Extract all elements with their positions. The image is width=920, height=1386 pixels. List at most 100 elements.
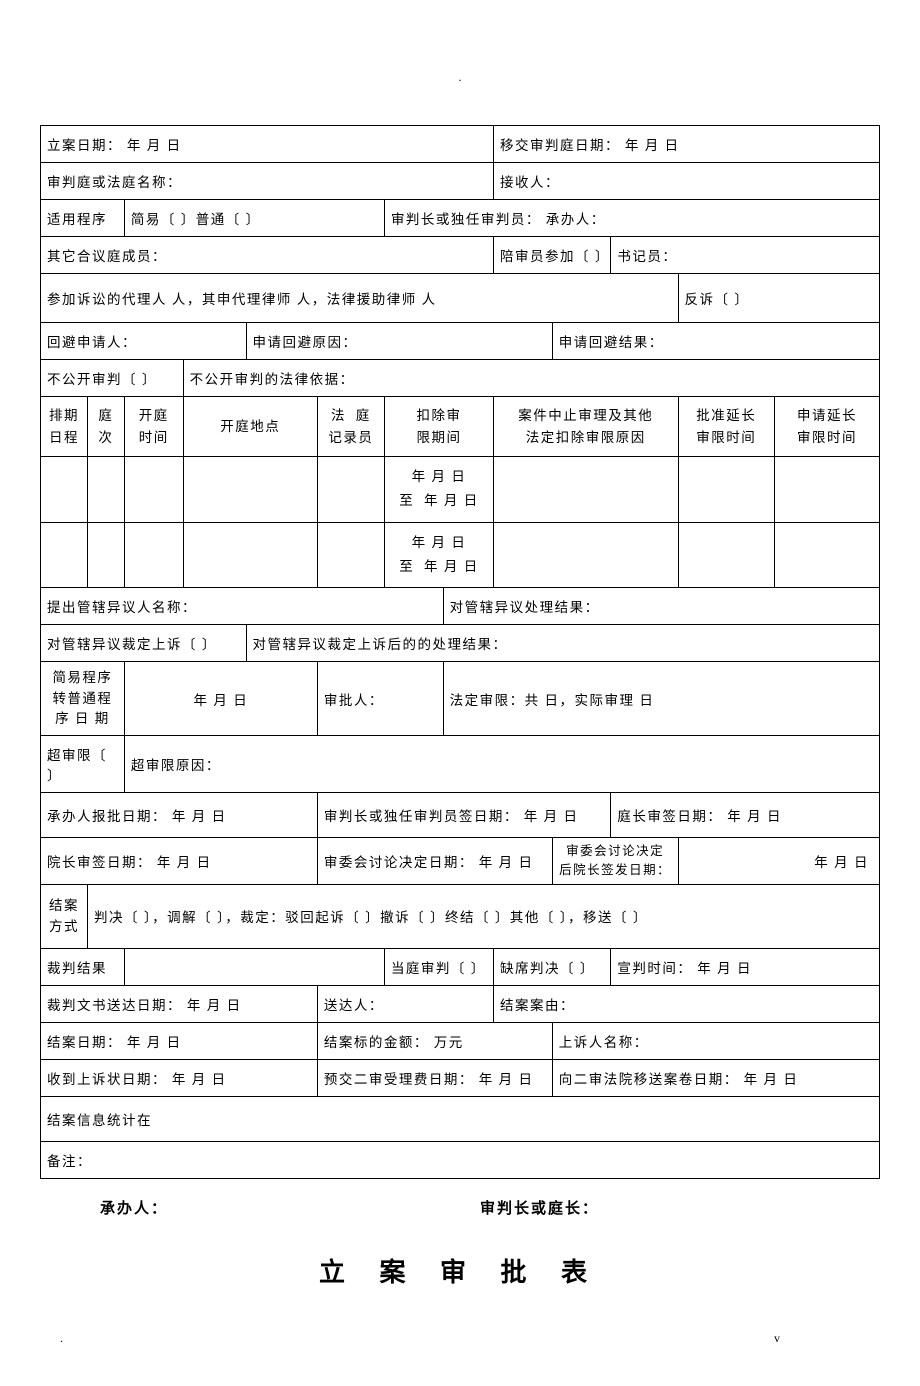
- over-limit: 超审限〔 〕: [41, 736, 125, 793]
- row-jurisdiction-appeal: 对管辖异议裁定上诉〔 〕 对管辖异议裁定上诉后的的处理结果：: [41, 625, 880, 662]
- sched-h7: 案件中止审理及其他 法定扣除审限原因: [493, 397, 678, 457]
- closure-mode-label: 结案 方式: [41, 884, 88, 948]
- sr2-c5: [317, 522, 384, 588]
- recusal-applicant: 回避申请人：: [41, 323, 247, 360]
- recusal-reason: 申请回避原因：: [246, 323, 552, 360]
- row-jurisdiction-objector: 提出管辖异议人名称： 对管辖异议处理结果：: [41, 588, 880, 625]
- row-report-dates: 承办人报批日期： 年 月 日 审判长或独任审判员签日期： 年 月 日 庭长审签日…: [41, 793, 880, 838]
- judge-signature: 审判长或庭长：: [460, 1197, 880, 1218]
- agents: 参加诉讼的代理人 人，其申代理律师 人，法律援助律师 人: [41, 274, 679, 323]
- row-closure-date: 结案日期： 年 月 日 结案标的金额： 万元 上诉人名称：: [41, 1022, 880, 1059]
- procedure-label: 适用程序: [41, 200, 125, 237]
- row-verdict: 裁判结果 当庭审判〔 〕 缺席判决〔 〕 宣判时间： 年 月 日: [41, 948, 880, 985]
- transfer-file-date: 向二审法院移送案卷日期： 年 月 日: [552, 1059, 879, 1096]
- committee-after-label: 审委会讨论决定 后院长签发日期：: [552, 838, 678, 885]
- footer-left: .: [40, 1331, 63, 1346]
- footer: . v: [40, 1331, 880, 1346]
- sr2-c3: [124, 522, 183, 588]
- verdict-blank: [124, 948, 384, 985]
- president-sign-date: 院长审签日期： 年 月 日: [41, 838, 318, 885]
- appeal-received-date: 收到上诉状日期： 年 月 日: [41, 1059, 318, 1096]
- sched-h2: 庭次: [87, 397, 124, 457]
- counterclaim: 反诉〔 〕: [678, 274, 879, 323]
- objector-name: 提出管辖异议人名称：: [41, 588, 444, 625]
- sr2-c9: [775, 522, 880, 588]
- handler-report-date: 承办人报批日期： 年 月 日: [41, 793, 318, 838]
- presiding-judge: 审判长或独任审判员： 承办人：: [384, 200, 879, 237]
- sr1-c4: [183, 457, 317, 523]
- sr1-c3: [124, 457, 183, 523]
- transfer-date: 移交审判庭日期： 年 月 日: [493, 126, 879, 163]
- schedule-row-2: 年 月 日 至 年 月 日: [41, 522, 880, 588]
- convert-label: 简易程序 转普通程 序 日 期: [41, 662, 125, 736]
- closed-trial-basis: 不公开审判的法律依据：: [183, 360, 879, 397]
- verdict-label: 裁判结果: [41, 948, 125, 985]
- schedule-row-1: 年 月 日 至 年 月 日: [41, 457, 880, 523]
- sched-h1: 排期 日程: [41, 397, 88, 457]
- row-agents: 参加诉讼的代理人 人，其申代理律师 人，法律援助律师 人 反诉〔 〕: [41, 274, 880, 323]
- second-title: 立 案 审 批 表: [40, 1252, 880, 1289]
- footer-right: v: [774, 1331, 880, 1346]
- clerk: 书记员：: [611, 237, 880, 274]
- sched-h8: 批准延长 审限时间: [678, 397, 774, 457]
- row-stats: 结案信息统计在: [41, 1096, 880, 1141]
- approver: 审批人：: [317, 662, 443, 736]
- sr1-c8: [678, 457, 774, 523]
- row-procedure: 适用程序 简易〔 〕普通〔 〕 审判长或独任审判员： 承办人：: [41, 200, 880, 237]
- sr2-c8: [678, 522, 774, 588]
- sr2-c2: [87, 522, 124, 588]
- row-convert: 简易程序 转普通程 序 日 期 年 月 日 审批人： 法定审限：共 日，实际审理…: [41, 662, 880, 736]
- sr2-c4: [183, 522, 317, 588]
- form-table: 立案日期： 年 月 日 移交审判庭日期： 年 月 日 审判庭或法庭名称： 接收人…: [40, 125, 880, 1179]
- absent-judgment: 缺席判决〔 〕: [493, 948, 610, 985]
- chief-sign-date: 庭长审签日期： 年 月 日: [611, 793, 880, 838]
- sr1-c1: [41, 457, 88, 523]
- row-members: 其它合议庭成员： 陪审员参加〔 〕 书记员：: [41, 237, 880, 274]
- closure-cause: 结案案由：: [493, 985, 879, 1022]
- signatures: 承办人： 审判长或庭长：: [40, 1197, 880, 1218]
- sched-h5: 法 庭 记录员: [317, 397, 384, 457]
- objection-appeal: 对管辖异议裁定上诉〔 〕: [41, 625, 247, 662]
- sender: 送达人：: [317, 985, 493, 1022]
- delivery-date: 裁判文书送达日期： 年 月 日: [41, 985, 318, 1022]
- row-remark: 备注：: [41, 1141, 880, 1178]
- remark: 备注：: [41, 1141, 880, 1178]
- handler-signature: 承办人：: [40, 1197, 460, 1218]
- sr2-c6: 年 月 日 至 年 月 日: [384, 522, 493, 588]
- sr1-c5: [317, 457, 384, 523]
- announce-time: 宣判时间： 年 月 日: [611, 948, 880, 985]
- sr1-c7: [493, 457, 678, 523]
- row-recusal: 回避申请人： 申请回避原因： 申请回避结果：: [41, 323, 880, 360]
- procedure-value: 简易〔 〕普通〔 〕: [124, 200, 384, 237]
- row-delivery: 裁判文书送达日期： 年 月 日 送达人： 结案案由：: [41, 985, 880, 1022]
- closure-date: 结案日期： 年 月 日: [41, 1022, 318, 1059]
- prepay-date: 预交二审受理费日期： 年 月 日: [317, 1059, 552, 1096]
- juror: 陪审员参加〔 〕: [493, 237, 610, 274]
- over-limit-reason: 超审限原因：: [124, 736, 879, 793]
- panel-members: 其它合议庭成员：: [41, 237, 494, 274]
- sr1-c2: [87, 457, 124, 523]
- sr2-c1: [41, 522, 88, 588]
- closed-trial: 不公开审判〔 〕: [41, 360, 184, 397]
- sched-h9: 申请延长 审限时间: [775, 397, 880, 457]
- row-appeal-dates: 收到上诉状日期： 年 月 日 预交二审受理费日期： 年 月 日 向二审法院移送案…: [41, 1059, 880, 1096]
- sr2-c7: [493, 522, 678, 588]
- committee-after-date: 年 月 日: [678, 838, 879, 885]
- row-court: 审判庭或法庭名称： 接收人：: [41, 163, 880, 200]
- objection-result: 对管辖异议处理结果：: [443, 588, 879, 625]
- closure-amount: 结案标的金额： 万元: [317, 1022, 552, 1059]
- top-dot: .: [40, 70, 880, 85]
- filing-date: 立案日期： 年 月 日: [41, 126, 494, 163]
- recusal-result: 申请回避结果：: [552, 323, 879, 360]
- committee-date: 审委会讨论决定日期： 年 月 日: [317, 838, 552, 885]
- sched-h3: 开庭 时间: [124, 397, 183, 457]
- sr1-c9: [775, 457, 880, 523]
- judge-sign-date: 审判长或独任审判员签日期： 年 月 日: [317, 793, 611, 838]
- receiver: 接收人：: [493, 163, 879, 200]
- sr1-c6: 年 月 日 至 年 月 日: [384, 457, 493, 523]
- appellant-name: 上诉人名称：: [552, 1022, 879, 1059]
- row-over-limit: 超审限〔 〕 超审限原因：: [41, 736, 880, 793]
- convert-date: 年 月 日: [124, 662, 317, 736]
- objection-appeal-result: 对管辖异议裁定上诉后的的处理结果：: [246, 625, 879, 662]
- sched-h4: 开庭地点: [183, 397, 317, 457]
